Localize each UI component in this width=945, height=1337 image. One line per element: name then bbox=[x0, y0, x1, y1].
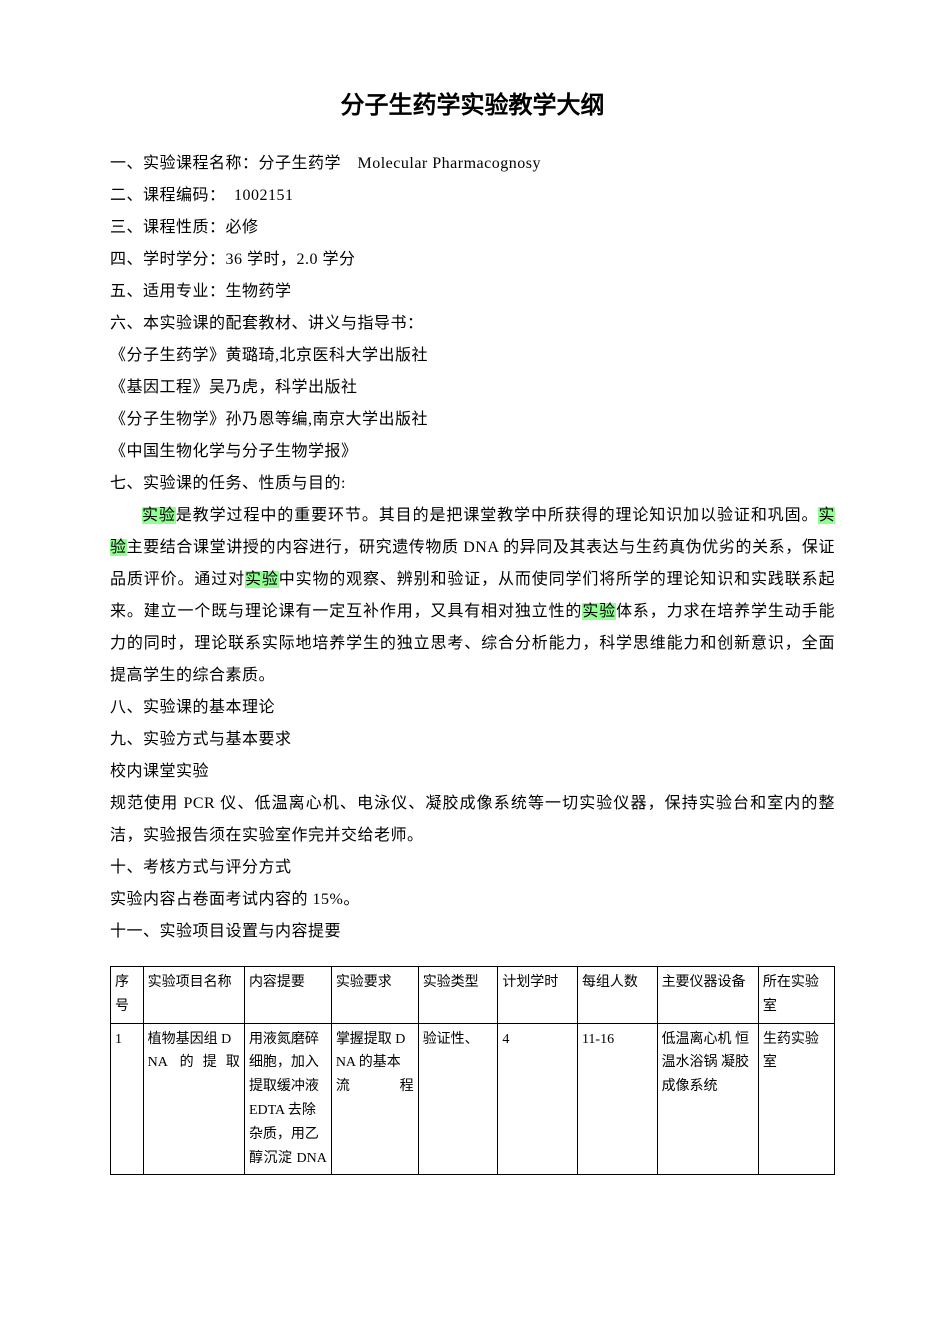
para-seg-1: 是教学过程中的重要环节。其目的是把课堂教学中所获得的理论知识加以验证和巩固。 bbox=[176, 507, 819, 524]
th-equip: 主要仪器设备 bbox=[657, 967, 758, 1024]
doc-title: 分子生药学实验教学大纲 bbox=[110, 85, 835, 120]
th-req: 实验要求 bbox=[331, 967, 418, 1024]
td-equip: 低温离心机 恒温水浴锅 凝胶成像系统 bbox=[657, 1023, 758, 1175]
line-method-heading: 九、实验方式与基本要求 bbox=[110, 724, 835, 756]
th-content: 内容提要 bbox=[244, 967, 331, 1024]
line-assess-heading: 十、考核方式与评分方式 bbox=[110, 852, 835, 884]
td-hours: 4 bbox=[498, 1023, 578, 1175]
line-textbook-3: 《分子生物学》孙乃恩等编,南京大学出版社 bbox=[110, 404, 835, 436]
line-classroom: 校内课堂实验 bbox=[110, 756, 835, 788]
th-name: 实验项目名称 bbox=[143, 967, 244, 1024]
highlight-1: 实验 bbox=[142, 507, 176, 524]
line-course-code: 二、课程编码： 1002151 bbox=[110, 180, 835, 212]
th-type: 实验类型 bbox=[418, 967, 498, 1024]
line-table-heading: 十一、实验项目设置与内容提要 bbox=[110, 916, 835, 948]
line-assess-detail: 实验内容占卷面考试内容的 15%。 bbox=[110, 884, 835, 916]
line-textbook-1: 《分子生药学》黄璐琦,北京医科大学出版社 bbox=[110, 340, 835, 372]
highlight-4: 实验 bbox=[582, 603, 616, 620]
line-major: 五、适用专业：生物药学 bbox=[110, 276, 835, 308]
td-index: 1 bbox=[111, 1023, 144, 1175]
line-task-heading: 七、实验课的任务、性质与目的: bbox=[110, 468, 835, 500]
td-content: 用液氮磨碎细胞，加入提取缓冲液 EDTA 去除杂质，用乙醇沉淀 DNA bbox=[244, 1023, 331, 1175]
td-req: 掌握提取 DNA 的基本流程 bbox=[331, 1023, 418, 1175]
table-header-row: 序号 实验项目名称 内容提要 实验要求 实验类型 计划学时 每组人数 主要仪器设… bbox=[111, 967, 835, 1024]
task-paragraph: 实验是教学过程中的重要环节。其目的是把课堂教学中所获得的理论知识加以验证和巩固。… bbox=[110, 500, 835, 692]
td-type: 验证性、 bbox=[418, 1023, 498, 1175]
line-theory-heading: 八、实验课的基本理论 bbox=[110, 692, 835, 724]
line-course-nature: 三、课程性质：必修 bbox=[110, 212, 835, 244]
line-rules: 规范使用 PCR 仪、低温离心机、电泳仪、凝胶成像系统等一切实验仪器，保持实验台… bbox=[110, 788, 835, 852]
line-textbook-2: 《基因工程》吴乃虎，科学出版社 bbox=[110, 372, 835, 404]
line-textbook-4: 《中国生物化学与分子生物学报》 bbox=[110, 436, 835, 468]
table-row: 1 植物基因组 DNA 的提取 用液氮磨碎细胞，加入提取缓冲液 EDTA 去除杂… bbox=[111, 1023, 835, 1175]
line-course-name: 一、实验课程名称：分子生药学 Molecular Pharmacognosy bbox=[110, 148, 835, 180]
experiment-table: 序号 实验项目名称 内容提要 实验要求 实验类型 计划学时 每组人数 主要仪器设… bbox=[110, 966, 835, 1175]
th-group: 每组人数 bbox=[577, 967, 657, 1024]
td-lab: 生药实验室 bbox=[758, 1023, 834, 1175]
th-hours: 计划学时 bbox=[498, 967, 578, 1024]
line-hours-credits: 四、学时学分：36 学时，2.0 学分 bbox=[110, 244, 835, 276]
th-lab: 所在实验室 bbox=[758, 967, 834, 1024]
td-group: 11-16 bbox=[577, 1023, 657, 1175]
th-index: 序号 bbox=[111, 967, 144, 1024]
td-name: 植物基因组 DNA 的提取 bbox=[143, 1023, 244, 1175]
highlight-3: 实验 bbox=[245, 571, 279, 588]
line-textbooks-heading: 六、本实验课的配套教材、讲义与指导书： bbox=[110, 308, 835, 340]
page: 分子生药学实验教学大纲 一、实验课程名称：分子生药学 Molecular Pha… bbox=[0, 0, 945, 1337]
